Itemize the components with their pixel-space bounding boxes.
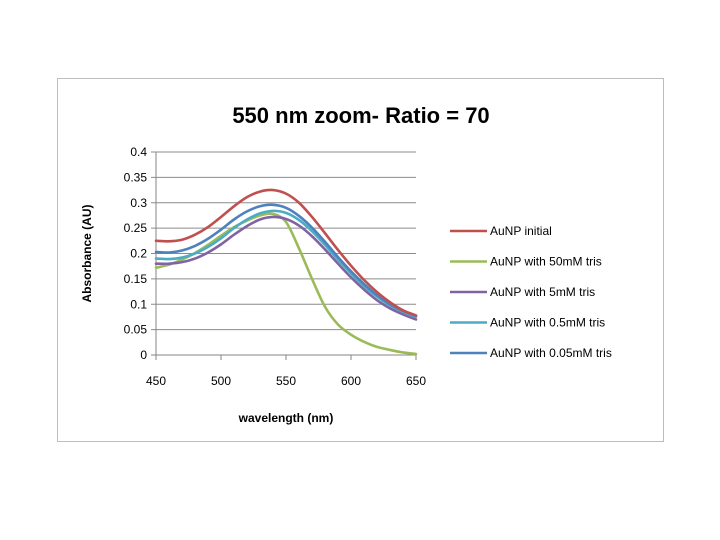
y-tick-label: 0.15 [124,272,148,286]
y-tick-label: 0.35 [124,170,148,184]
legend: AuNP initial AuNP with 50mM tris AuNP with… [450,224,612,360]
y-tick-label: 0.25 [124,221,148,235]
x-tick-label: 600 [341,374,361,388]
chart: 550 nm zoom- Ratio = 70 00.050.10.150.20… [80,103,612,425]
y-tick-label: 0 [140,348,147,362]
x-axis-ticks: 450 500 550 600 650 [146,355,426,388]
x-tick-label: 550 [276,374,296,388]
legend-label: AuNP with 5mM tris [490,285,595,299]
y-tick-label: 0.1 [130,297,147,311]
y-tick-label: 0.05 [124,323,148,337]
x-tick-label: 450 [146,374,166,388]
y-tick-label: 0.4 [130,145,147,159]
series-line-aunp-with-5mm-tris [154,215,418,321]
legend-label: AuNP with 0.5mM tris [490,316,605,330]
series-line-aunp-with-0-05mm-tris [154,203,418,318]
legend-label: AuNP initial [490,224,552,238]
x-tick-label: 500 [211,374,231,388]
chart-title: 550 nm zoom- Ratio = 70 [232,103,489,128]
y-tick-label: 0.2 [130,247,147,261]
chart-frame: 550 nm zoom- Ratio = 70 0 0.05 0.1 0.15 0.2 0… [57,78,664,442]
x-axis-label: wavelength (nm) [238,411,334,425]
series-line-aunp-initial [154,188,418,317]
y-tick-label: 0.3 [130,196,147,210]
x-tick-label: 650 [406,374,426,388]
y-axis-label: Absorbance (AU) [80,204,94,302]
legend-label: AuNP with 50mM tris [490,255,602,269]
legend-label: AuNP with 0.05mM tris [490,346,612,360]
gridlines [151,151,416,356]
y-axis-ticks: 0 0.05 0.1 0.15 0.2 0.25 0.3 0.35 0.4 [124,145,148,362]
series-lines [154,188,418,356]
